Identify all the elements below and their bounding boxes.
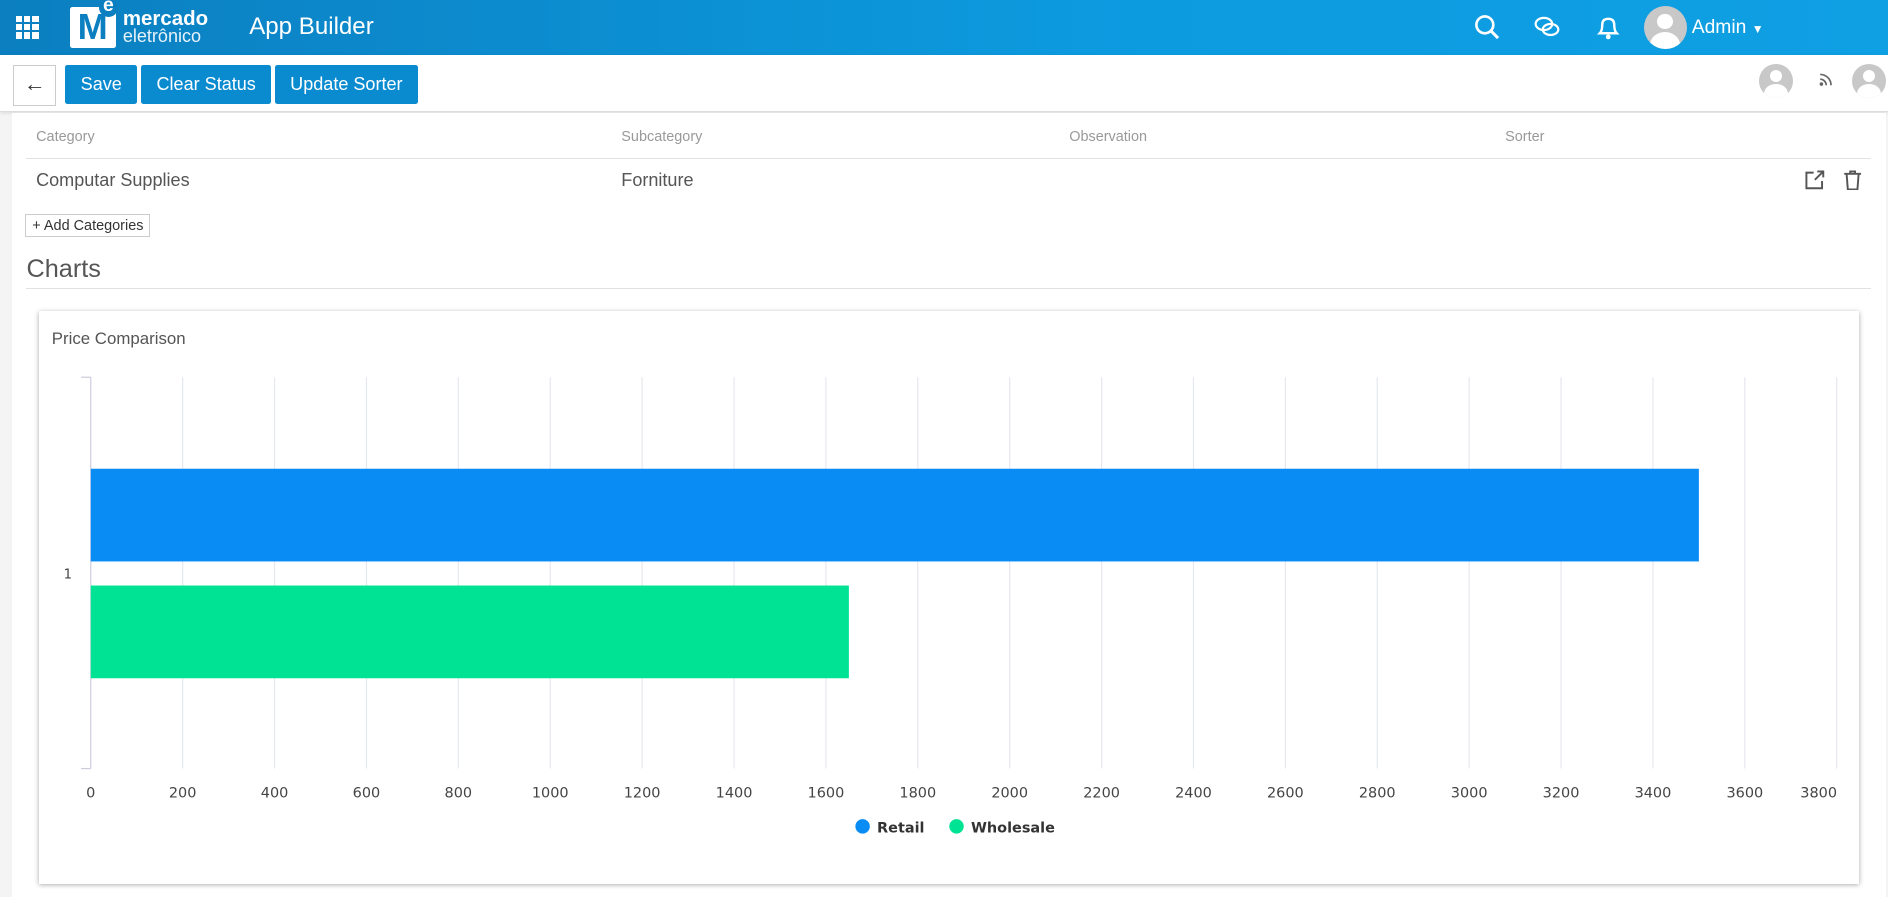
clear-status-button[interactable]: Clear Status [140, 65, 272, 104]
user-avatar[interactable] [1643, 6, 1687, 50]
divider [26, 157, 1872, 159]
x-tick-label: 1000 [531, 785, 568, 801]
chart-card: Price Comparison 0 200 400 600 800 1000 1200 14… [38, 310, 1860, 884]
x-tick-label: 2000 [991, 785, 1028, 801]
x-tick-label: 800 [444, 785, 472, 801]
legend-label-wholesale: Wholesale [970, 820, 1054, 836]
rss-icon[interactable] [1819, 72, 1833, 87]
chart-title: Price Comparison [51, 328, 186, 348]
back-button[interactable]: ← [13, 65, 57, 106]
apps-grid-icon[interactable] [15, 15, 39, 39]
y-tick-label: 1 [63, 567, 71, 582]
search-icon[interactable] [1474, 14, 1500, 40]
save-button[interactable]: Save [65, 65, 138, 104]
add-categories-button[interactable]: + Add Categories [25, 214, 151, 238]
chat-icon[interactable] [1534, 14, 1560, 40]
open-external-icon[interactable] [1804, 169, 1826, 191]
x-tick-label: 600 [352, 785, 380, 801]
bell-icon[interactable] [1595, 14, 1621, 40]
toolbar: ← Save Clear Status Update Sorter [0, 55, 1888, 145]
update-sorter-button[interactable]: Update Sorter [274, 65, 419, 104]
column-header-category[interactable]: Category [36, 128, 95, 145]
x-tick-label: 0 [86, 785, 95, 801]
column-header-subcategory[interactable]: Subcategory [621, 128, 703, 145]
x-tick-label: 2400 [1175, 785, 1212, 801]
x-tick-label: 1800 [899, 785, 936, 801]
legend-marker-retail [854, 818, 870, 834]
x-tick-label: 2800 [1358, 785, 1395, 801]
caret-down-icon: ▼ [1751, 21, 1764, 36]
column-header-sorter[interactable]: Sorter [1505, 128, 1545, 145]
cell-subcategory: Forniture [621, 169, 694, 190]
x-tick-label: 1400 [715, 785, 752, 801]
trash-icon[interactable] [1843, 169, 1862, 191]
x-tick-label: 1200 [623, 785, 660, 801]
legend-label-retail: Retail [877, 820, 924, 836]
x-tick-label: 400 [260, 785, 288, 801]
user-name: Admin [1691, 16, 1747, 38]
bar-chart: 0 200 400 600 800 1000 1200 1400 1600 1800 2000 220… [63, 376, 1837, 836]
bar-wholesale [90, 585, 849, 678]
user-avatar-small[interactable] [1851, 63, 1886, 98]
x-tick-label: 2600 [1267, 785, 1304, 801]
x-tick-label: 3800 [1800, 785, 1837, 801]
x-tick-label: 200 [168, 785, 196, 801]
brand-name: mercado eletrônico [122, 6, 209, 46]
cell-category: Computar Supplies [36, 169, 190, 190]
x-tick-label: 3400 [1634, 785, 1671, 801]
legend-marker-wholesale [948, 818, 964, 834]
x-tick-label: 3200 [1542, 785, 1579, 801]
user-menu[interactable]: Admin ▼ [1692, 17, 1764, 39]
column-header-observation[interactable]: Observation [1069, 128, 1148, 145]
bar-retail [90, 468, 1699, 562]
main-content: Category Subcategory Observation Sorter … [12, 113, 1886, 897]
x-tick-label: 3000 [1450, 785, 1487, 801]
app-title: App Builder [249, 13, 374, 41]
divider [26, 287, 1872, 289]
section-title: Charts [26, 255, 101, 284]
globe-icon-overlay [1729, 73, 1745, 89]
language-avatar[interactable] [1759, 63, 1793, 98]
x-tick-label: 2200 [1083, 785, 1120, 801]
x-tick-label: 3600 [1726, 785, 1763, 801]
x-tick-label: 1600 [807, 785, 844, 801]
